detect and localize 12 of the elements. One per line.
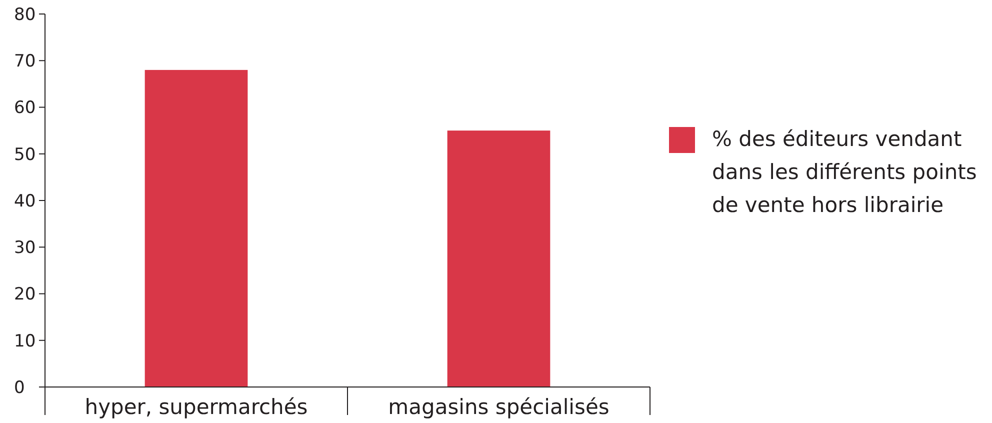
y-tick-label: 0 [14, 378, 25, 398]
y-tick-label: 40 [14, 191, 36, 212]
legend-label: % des éditeurs vendant dans les différents points de vente hors librairie [712, 127, 977, 217]
y-tick-label: 50 [14, 144, 36, 165]
y-tick-label: 60 [14, 98, 36, 118]
y-tick-label: 20 [14, 284, 36, 305]
y-tick-label: 10 [14, 331, 36, 352]
x-tick-label: magasins spécialisés [388, 395, 610, 419]
y-tick-label: 30 [14, 238, 36, 258]
y-tick-label: 80 [14, 4, 36, 25]
x-tick-label: hyper, supermarchés [84, 395, 308, 419]
y-tick-label: 70 [14, 52, 36, 72]
